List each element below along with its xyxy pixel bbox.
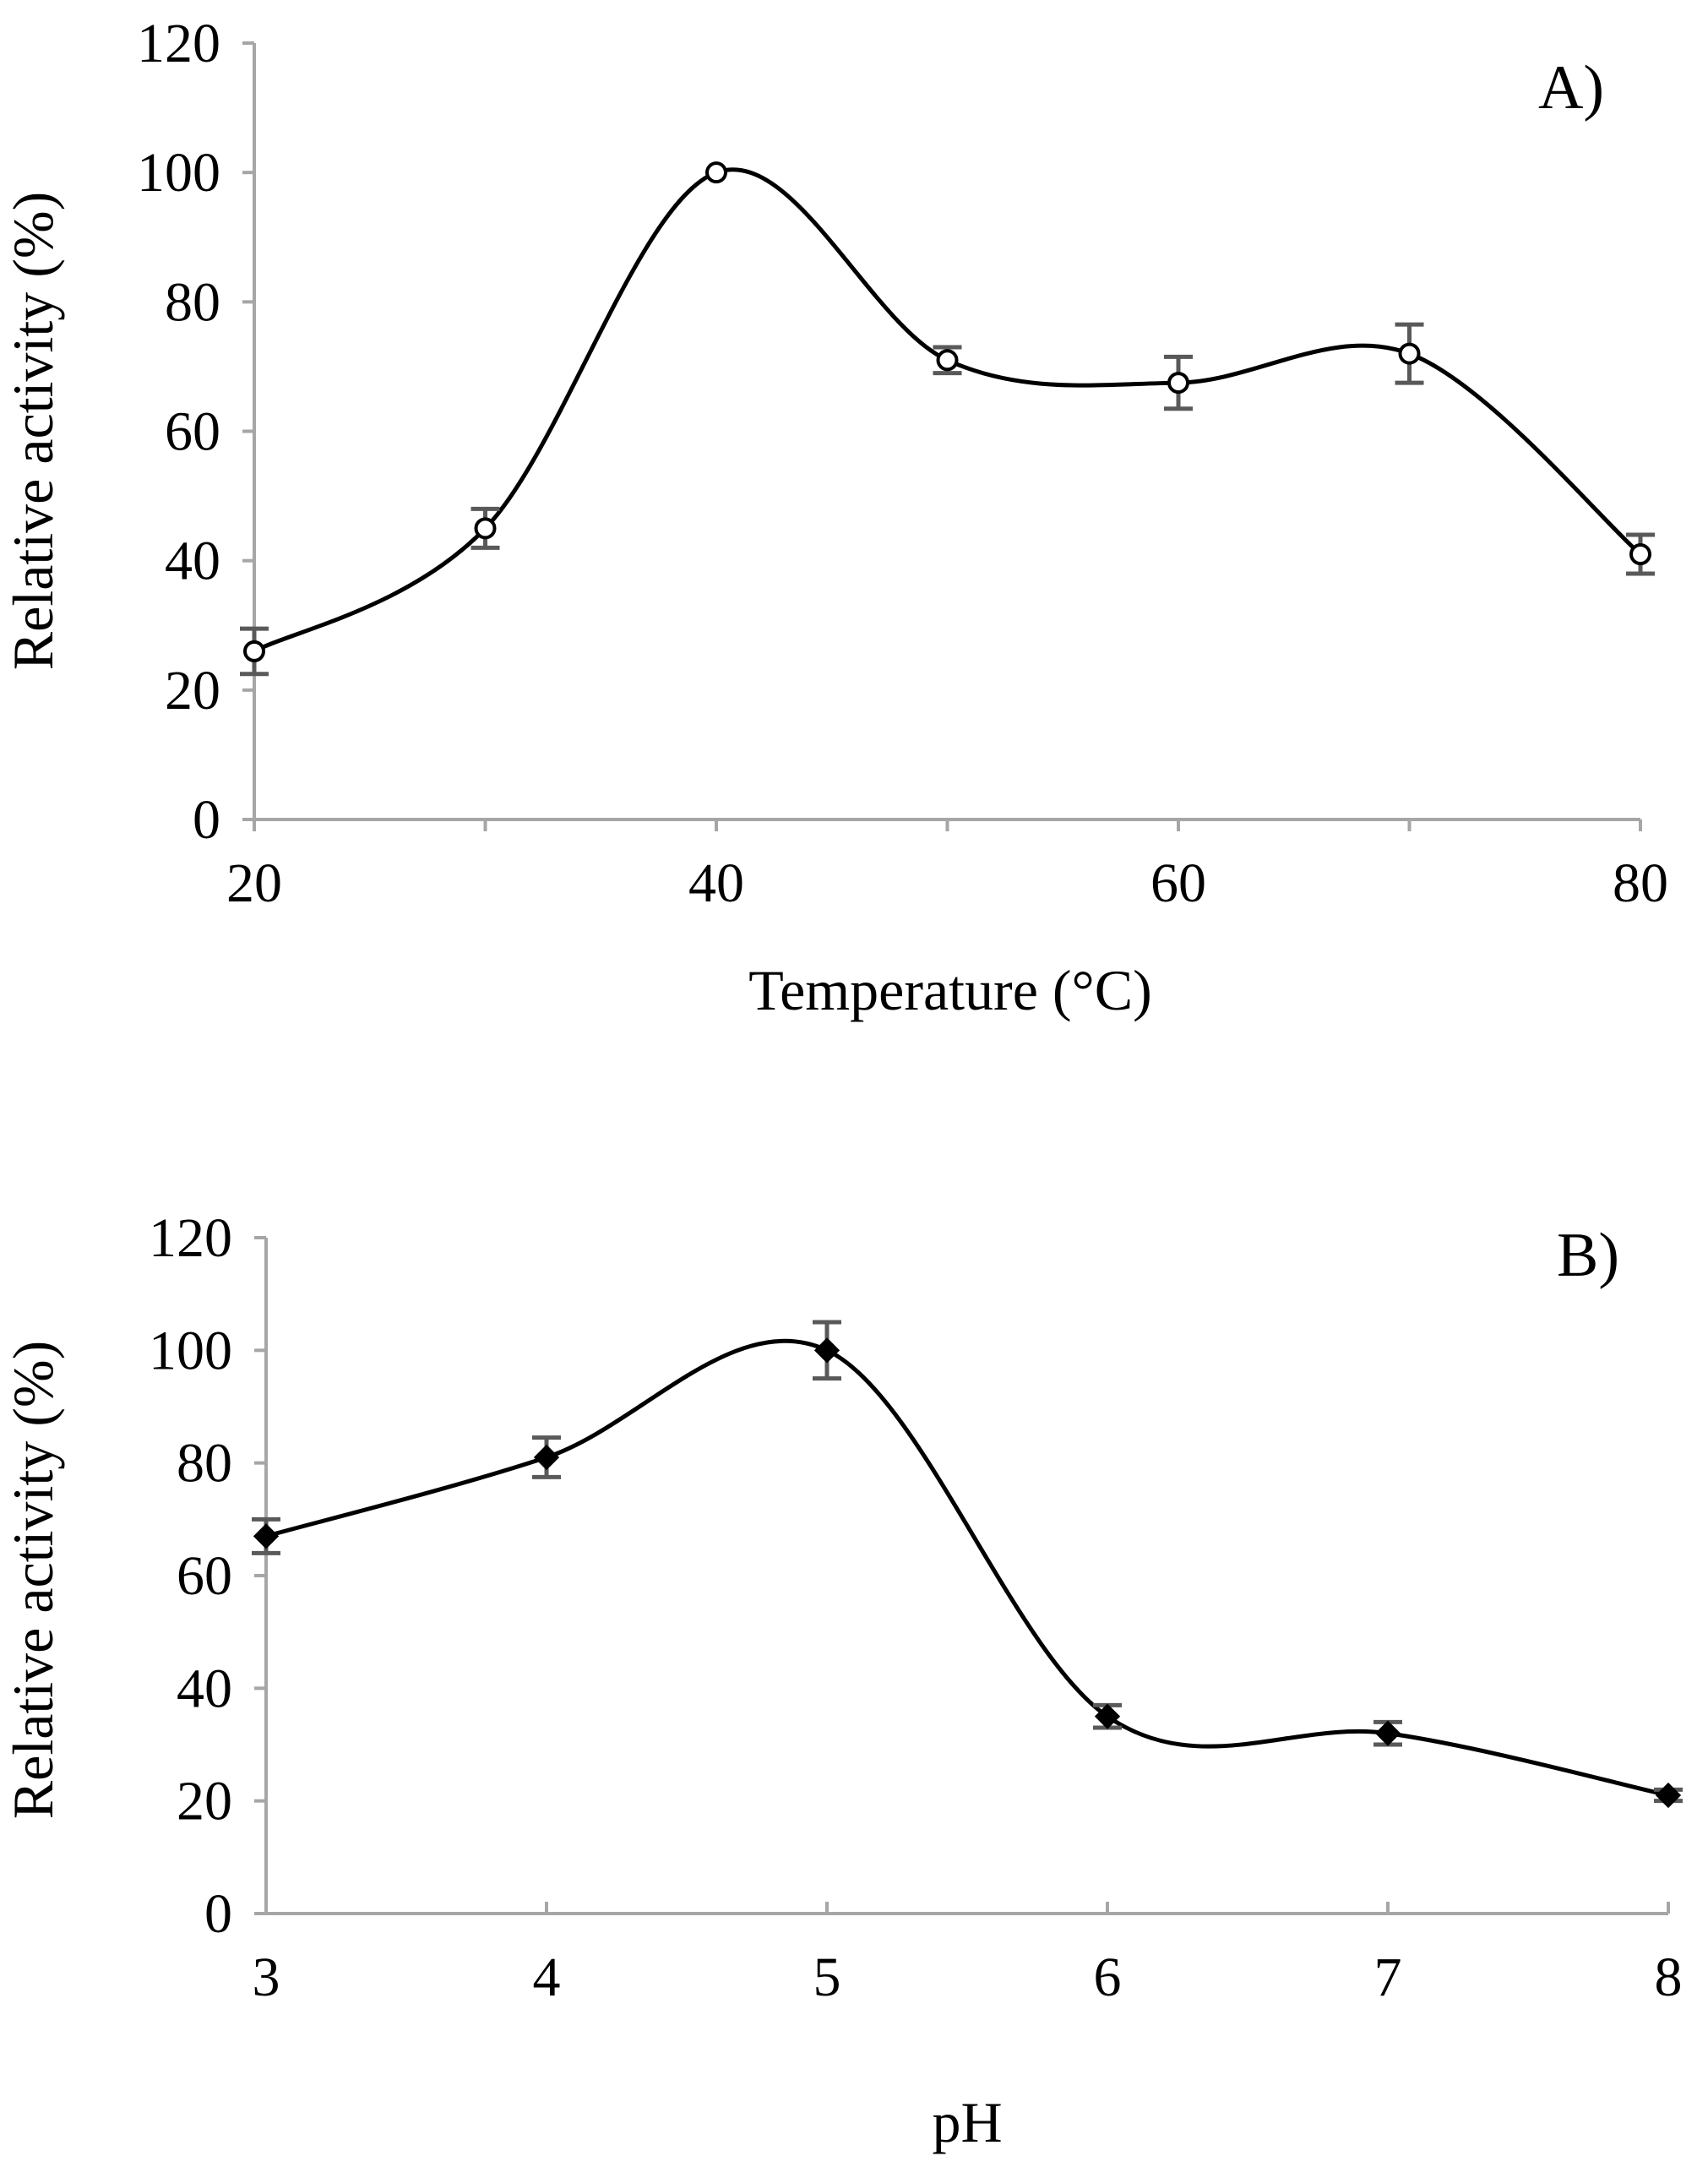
x-tick-label: 7 bbox=[1374, 1946, 1402, 2008]
series-line bbox=[253, 167, 1642, 654]
series-line bbox=[265, 1338, 1669, 1798]
x-tick-label: 5 bbox=[813, 1946, 841, 2008]
y-tick-label: 60 bbox=[165, 401, 220, 463]
data-point bbox=[253, 1523, 280, 1549]
data-point bbox=[1167, 372, 1189, 395]
y-tick-label: 100 bbox=[137, 142, 220, 204]
x-tick-label: 8 bbox=[1655, 1946, 1683, 2008]
data-point bbox=[705, 161, 727, 184]
y-tick-label: 0 bbox=[204, 1883, 232, 1945]
y-tick-label: 40 bbox=[177, 1658, 232, 1719]
y-tick-label: 20 bbox=[177, 1771, 232, 1832]
y-tick-label: 80 bbox=[177, 1433, 232, 1495]
panel-label: B) bbox=[1557, 1221, 1619, 1290]
x-tick-label: 60 bbox=[1150, 852, 1206, 914]
x-tick-label: 4 bbox=[533, 1946, 561, 2008]
y-tick-label: 80 bbox=[165, 271, 220, 333]
y-tick-label: 20 bbox=[165, 660, 220, 721]
data-point bbox=[1629, 543, 1651, 566]
data-point bbox=[1374, 1720, 1401, 1746]
panel-b-ph-chart: 0 20 40 60 80 100 120 3 4 5 6 7 8 pH Relative activity… bbox=[1, 1207, 1683, 2154]
y-tick-label: 120 bbox=[149, 1207, 232, 1269]
y-tick-label: 60 bbox=[177, 1545, 232, 1607]
x-axis-title: pH bbox=[932, 2090, 1002, 2154]
y-tick-label: 0 bbox=[193, 789, 220, 851]
data-point bbox=[1094, 1703, 1121, 1729]
x-tick-label: 20 bbox=[226, 852, 282, 914]
x-tick-label: 3 bbox=[253, 1946, 280, 2008]
data-point bbox=[1655, 1782, 1682, 1809]
data-point bbox=[1398, 342, 1421, 365]
x-tick-label: 40 bbox=[688, 852, 744, 914]
data-point bbox=[813, 1337, 840, 1364]
y-tick-label: 120 bbox=[137, 13, 220, 74]
x-tick-label: 6 bbox=[1094, 1946, 1122, 2008]
y-axis-title: Relative activity (%) bbox=[1, 1341, 65, 1819]
data-point bbox=[243, 640, 265, 662]
data-point bbox=[474, 517, 497, 540]
panel-label: A) bbox=[1538, 53, 1604, 123]
data-point bbox=[533, 1444, 560, 1471]
data-point bbox=[936, 349, 959, 372]
x-tick-label: 80 bbox=[1613, 852, 1668, 914]
y-axis-title: Relative activity (%) bbox=[1, 192, 65, 670]
y-tick-label: 40 bbox=[165, 531, 220, 592]
x-axis-title: Temperature (°C) bbox=[748, 958, 1151, 1022]
y-tick-label: 100 bbox=[149, 1320, 232, 1381]
